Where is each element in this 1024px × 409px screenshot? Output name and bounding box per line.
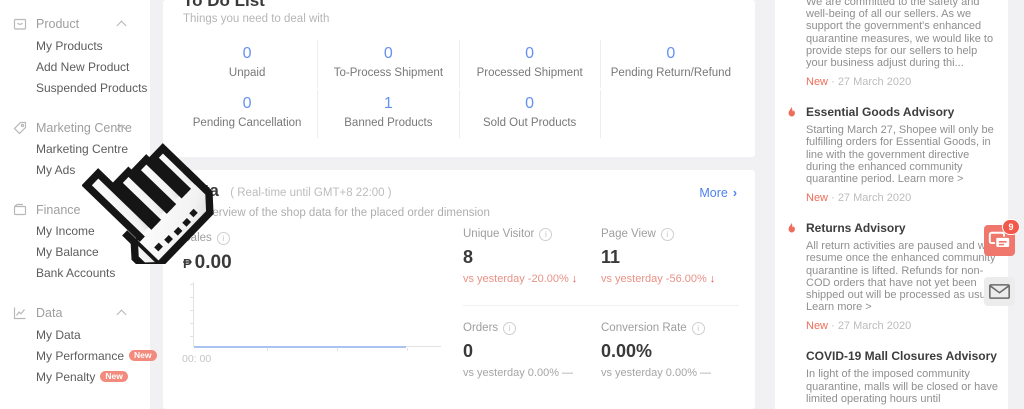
sales-chart: 00: 00 [182,282,443,365]
todo-list-subtitle: Things you need to deal with [183,13,330,25]
announcement-item-covid-mall-closures[interactable]: COVID-19 Mall Closures Advisory In light… [806,349,998,405]
section-label: Marketing Centre [36,121,132,135]
metric-orders: Orders 0 vs yesterday 0.00%— [463,322,601,379]
chat-button[interactable]: 9 [984,219,1020,256]
stat-to-process-shipment[interactable]: 0 To-Process Shipment [317,40,458,88]
chart-x-tick-label: 00: 00 [182,353,212,365]
announcement-item-returns-advisory[interactable]: Returns Advisory All return activities a… [783,222,998,332]
todo-list-card: To Do List Things you need to deal with … [163,0,755,157]
flame-icon [785,222,798,235]
sidebar-section-product[interactable]: Product [0,16,150,33]
sidebar-item-my-ads[interactable]: My Ads [36,163,76,177]
announcement-item-essential-goods[interactable]: Essential Goods Advisory Starting March … [783,106,998,204]
dash-flat-icon: — [700,367,711,379]
info-icon[interactable] [660,228,674,241]
sidebar-item-my-income[interactable]: My Income [36,224,95,238]
more-link[interactable]: More › [699,186,737,200]
info-icon[interactable] [503,322,517,335]
sidebar-item-marketing-centre[interactable]: Marketing Centre [36,142,129,156]
stat-pending-cancellation[interactable]: 0 Pending Cancellation [192,95,302,129]
finance-icon [13,203,27,217]
flame-icon [785,106,798,119]
line-chart-icon [13,306,27,320]
product-box-icon [13,17,27,31]
data-overview-card: Data ( Real-time until GMT+8 22:00 ) Mor… [163,170,755,409]
arrow-down-icon: ↓ [571,273,578,285]
realtime-note: ( Real-time until GMT+8 22:00 ) [230,187,392,199]
announcement-item[interactable]: We are committed to the safety and well-… [806,0,994,89]
chevron-right-icon: › [732,186,737,200]
section-label: Product [36,17,80,31]
sidebar-item-my-data[interactable]: My Data [36,328,81,342]
section-label: Data [36,306,63,320]
dash-flat-icon: — [562,367,573,379]
sidebar: Product My Products Add New Product Susp… [0,0,157,409]
info-icon[interactable] [691,322,705,335]
data-card-title: Data [183,182,219,200]
sidebar-item-suspended-products[interactable]: Suspended Products [36,81,148,95]
metric-sales: Sales ₱0.00 [183,232,232,274]
stat-pending-return-refund[interactable]: 0 Pending Return/Refund [599,40,741,88]
chart-y-axis [193,282,194,347]
announcements-panel: We are committed to the safety and well-… [775,0,1008,409]
announcement-date: 27 March 2020 [837,192,912,205]
new-label: New [806,320,829,333]
currency-symbol: ₱ [183,256,192,271]
info-icon[interactable] [216,232,230,245]
stat-banned-products[interactable]: 1 Banned Products [317,90,458,138]
section-label: Finance [36,203,81,217]
sidebar-item-my-products[interactable]: My Products [36,39,103,53]
chevron-up-icon [116,20,127,31]
sidebar-section-data[interactable]: Data [0,305,150,322]
sidebar-section-finance[interactable]: Finance [0,202,150,219]
metric-page-view: Page View 11 vs yesterday -56.00%↓ [601,228,739,285]
todo-stats-grid: 0 Unpaid 0 To-Process Shipment 0 Process… [177,40,741,138]
arrow-down-icon: ↓ [709,273,716,285]
sidebar-item-my-balance[interactable]: My Balance [36,245,99,259]
data-card-subtitle: An overview of the shop data for the pla… [183,207,490,219]
stat-empty-cell [599,90,741,138]
envelope-icon [989,284,1010,299]
chat-bubbles-icon [988,231,1011,249]
stat-sold-out-products[interactable]: 0 Sold Out Products [458,90,600,138]
sidebar-item-add-new-product[interactable]: Add New Product [36,60,130,74]
chat-unread-badge: 9 [1002,219,1020,235]
metric-conversion-rate: Conversion Rate 0.00% vs yesterday 0.00%… [601,322,739,379]
announcement-date: 27 March 2020 [837,76,912,89]
todo-list-title: To Do List [183,0,265,10]
mail-button[interactable] [984,277,1015,306]
sidebar-item-my-penalty[interactable]: My Penalty New [0,369,186,386]
stat-processed-shipment[interactable]: 0 Processed Shipment [458,40,600,88]
sidebar-item-my-performance[interactable]: My Performance New [0,348,186,365]
info-icon[interactable] [539,228,553,241]
chevron-up-icon [116,309,127,320]
tag-icon [13,121,27,135]
new-label: New [806,76,829,89]
new-badge: New [129,350,157,361]
sidebar-section-marketing-centre[interactable]: Marketing Centre [0,120,150,137]
new-badge: New [100,371,128,382]
announcement-date: 27 March 2020 [837,320,912,333]
sidebar-item-bank-accounts[interactable]: Bank Accounts [36,266,116,280]
stat-unpaid[interactable]: 0 Unpaid [228,45,266,79]
sales-value: 0.00 [194,252,232,273]
metric-unique-visitor: Unique Visitor 8 vs yesterday -20.00%↓ [463,228,601,285]
new-label: New [806,192,829,205]
metrics-grid: Unique Visitor 8 vs yesterday -20.00%↓ P… [463,228,739,379]
chart-series-line [194,346,406,348]
